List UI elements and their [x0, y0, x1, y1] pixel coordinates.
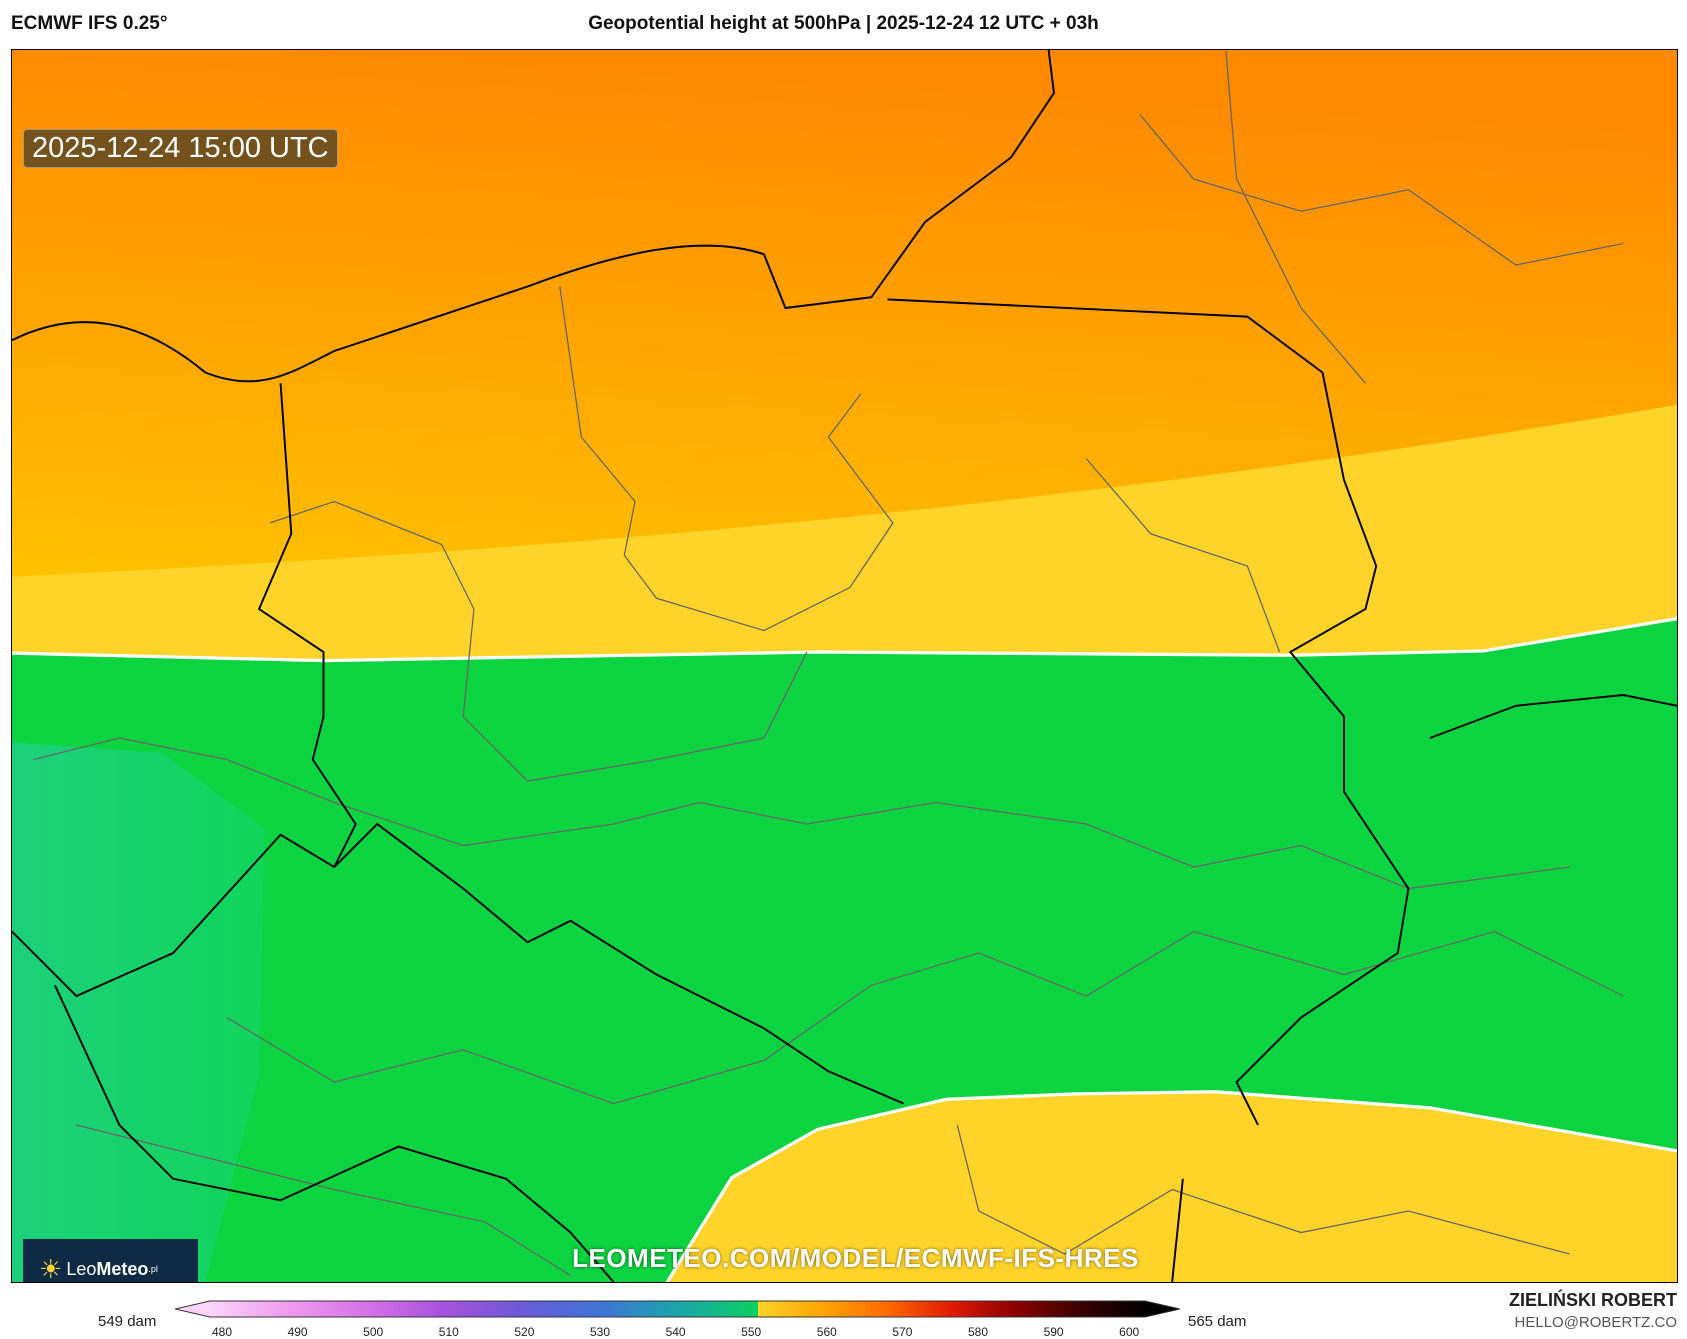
watermark-url: LEOMETEO.COM/MODEL/ECMWF-IFS-HRES: [572, 1243, 1139, 1273]
south-yellow-region: [667, 1091, 1677, 1282]
logo-suffix: .pl: [148, 1264, 158, 1274]
valid-time-label: 2025-12-24 15:00 UTC: [23, 129, 338, 168]
country-borders: [12, 50, 1677, 1282]
light-green-region: [12, 742, 265, 1282]
colorbar-tick-label: 570: [892, 1325, 913, 1339]
colorbar-max-label: 565 dam: [1188, 1313, 1247, 1330]
colorbar: [175, 1300, 1180, 1318]
map-panel: 2025-12-24 15:00 UTC ☀ Leo Meteo .pl LEOME…: [11, 49, 1678, 1283]
author-credit: ZIELIŃSKI ROBERT: [1508, 1290, 1677, 1310]
contour-line-552: [12, 617, 1677, 663]
contour-line-552-south: [665, 1090, 1677, 1282]
leometeo-logo[interactable]: ☀ Leo Meteo .pl: [23, 1239, 198, 1283]
colorbar-tick-label: 530: [589, 1325, 611, 1339]
colorbar-tick-label: 590: [1043, 1325, 1064, 1339]
geopotential-field: [12, 50, 1677, 1282]
model-name: ECMWF IFS 0.25°: [11, 13, 168, 34]
author-email[interactable]: HELLO@ROBERTZ.CO: [1514, 1314, 1677, 1331]
colorbar-bar: [175, 1300, 1180, 1318]
colorbar-min-label: 549 dam: [98, 1313, 157, 1330]
colorbar-tick-label: 490: [287, 1325, 308, 1339]
colorbar-tick-label: 580: [967, 1325, 989, 1339]
yellow-band: [12, 404, 1677, 661]
logo-text-bold: Meteo: [96, 1258, 149, 1279]
green-region: [12, 618, 1677, 1282]
map-title: Geopotential height at 500hPa | 2025-12-…: [588, 13, 1099, 34]
colorbar-tick-label: 560: [816, 1325, 837, 1339]
admin-borders: [33, 50, 1624, 1277]
colorbar-tick-label: 480: [211, 1325, 233, 1339]
colorbar-tick-label: 600: [1119, 1325, 1140, 1339]
colorbar-tick-label: 550: [741, 1325, 762, 1339]
colorbar-tick-label: 500: [363, 1325, 384, 1339]
colorbar-tick-label: 520: [514, 1325, 535, 1339]
sun-icon: ☀: [39, 1253, 63, 1283]
logo-text-light: Leo: [66, 1258, 97, 1279]
colorbar-tick-label: 540: [665, 1325, 686, 1339]
colorbar-tick-label: 510: [438, 1325, 459, 1339]
